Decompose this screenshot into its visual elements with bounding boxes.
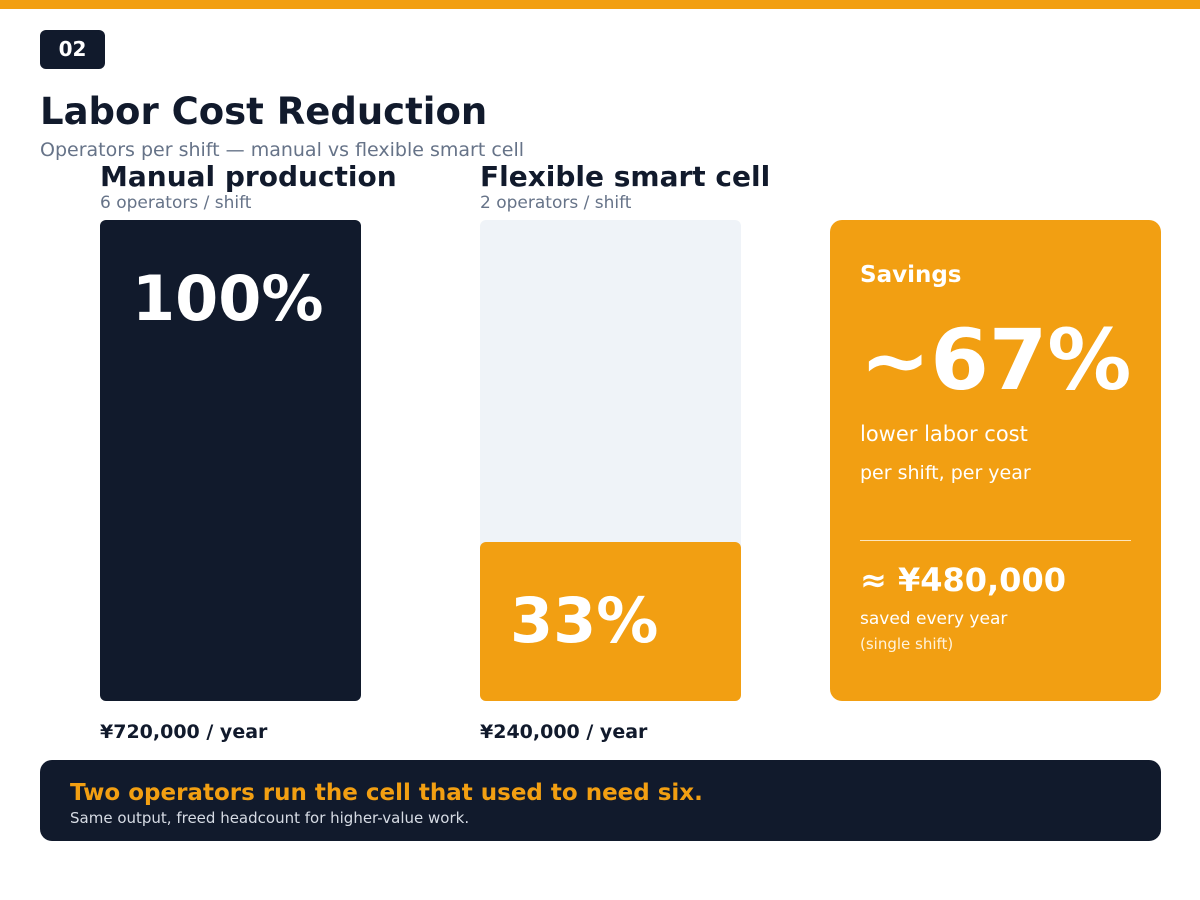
- savings-card: Savings ~67% lower labor cost per shift,…: [830, 220, 1161, 701]
- manual-annual-cost: ¥720,000 / year: [100, 721, 268, 743]
- smart-cell-share-value: 33%: [510, 584, 659, 657]
- banner-headline: Two operators run the cell that used to …: [70, 780, 703, 806]
- takeaway-banner: Two operators run the cell that used to …: [40, 760, 1161, 841]
- smart-cell-operators-label: 2 operators / shift: [480, 193, 632, 213]
- savings-divider: [860, 540, 1131, 541]
- page-subtitle: Operators per shift — manual vs flexible…: [40, 139, 525, 161]
- savings-note: saved every year: [860, 609, 1008, 629]
- smart-cell-column-title: Flexible smart cell: [480, 160, 771, 193]
- page-title: Labor Cost Reduction: [40, 90, 488, 133]
- manual-cost-bar: 100%: [100, 220, 361, 701]
- savings-period: per shift, per year: [860, 462, 1031, 484]
- savings-description: lower labor cost: [860, 422, 1028, 446]
- manual-column-title: Manual production: [100, 160, 397, 193]
- manual-share-value: 100%: [132, 262, 324, 335]
- savings-percent: ~67%: [860, 311, 1132, 409]
- manual-operators-label: 6 operators / shift: [100, 193, 252, 213]
- top-accent-bar: [0, 0, 1200, 9]
- savings-title: Savings: [860, 262, 962, 288]
- banner-subline: Same output, freed headcount for higher-…: [70, 809, 470, 827]
- savings-footnote: (single shift): [860, 635, 954, 653]
- smart-cell-cost-bar: 33%: [480, 542, 741, 701]
- savings-amount: ≈ ¥480,000: [860, 561, 1066, 599]
- slide-number-badge: 02: [40, 30, 105, 69]
- smart-cell-annual-cost: ¥240,000 / year: [480, 721, 648, 743]
